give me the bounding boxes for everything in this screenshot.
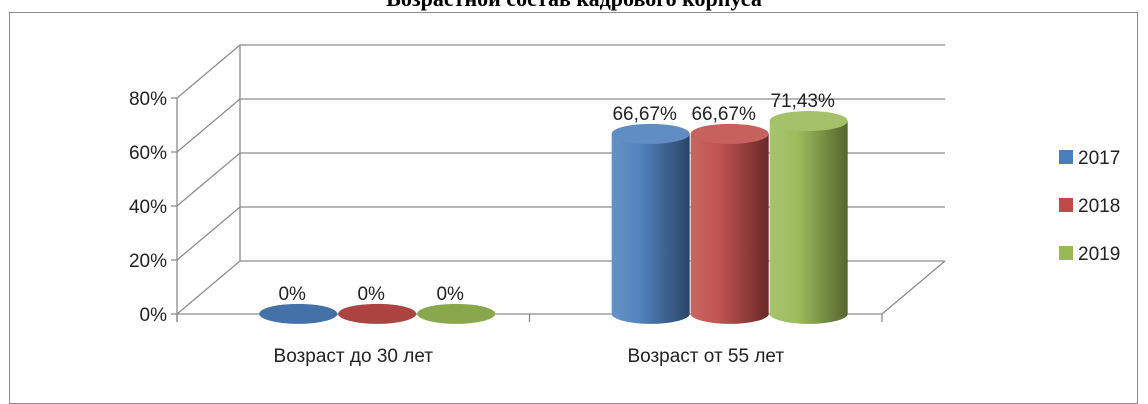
legend-label: 2019 <box>1078 244 1120 265</box>
cylinder-top <box>611 123 690 144</box>
data-label: 66,67% <box>691 104 756 125</box>
chart-title: Возрастной состав кадрового корпуса <box>0 0 1148 12</box>
bar-Возраст-от-55-лет-2017 <box>611 123 690 324</box>
legend-swatch <box>1059 246 1073 260</box>
cylinder-body <box>690 133 769 324</box>
legend-swatch <box>1059 150 1073 164</box>
legend-label: 2018 <box>1078 196 1120 217</box>
chart-frame <box>9 12 1138 404</box>
category-label: Возраст от 55 лет <box>627 346 784 367</box>
cylinder-base <box>338 303 417 324</box>
legend-label: 2017 <box>1078 148 1120 169</box>
category-label: Возраст до 30 лет <box>274 346 434 367</box>
data-label: 0% <box>436 284 464 305</box>
cylinder-base <box>259 303 338 324</box>
y-tick-label: 0% <box>140 305 168 326</box>
cylinder-top <box>769 110 848 131</box>
y-tick-label: 40% <box>129 197 167 218</box>
data-label: 66,67% <box>612 104 677 125</box>
bar-Возраст-до-30-лет-2018 <box>338 303 417 324</box>
bar-Возраст-до-30-лет-2017 <box>259 303 338 324</box>
cylinder-base <box>417 303 496 324</box>
bar-Возраст-до-30-лет-2019 <box>417 303 496 324</box>
y-tick-label: 20% <box>129 251 167 272</box>
data-label: 0% <box>278 284 306 305</box>
cylinder-body <box>611 133 690 324</box>
data-label: 0% <box>357 284 385 305</box>
cylinder-body <box>769 120 848 324</box>
legend-swatch <box>1059 198 1073 212</box>
data-label: 71,43% <box>770 91 835 112</box>
bar-Возраст-от-55-лет-2018 <box>690 123 769 324</box>
cylinder-top <box>690 123 769 144</box>
y-tick-label: 60% <box>129 143 167 164</box>
y-tick-label: 80% <box>129 89 167 110</box>
bar-Возраст-от-55-лет-2019 <box>769 110 848 324</box>
